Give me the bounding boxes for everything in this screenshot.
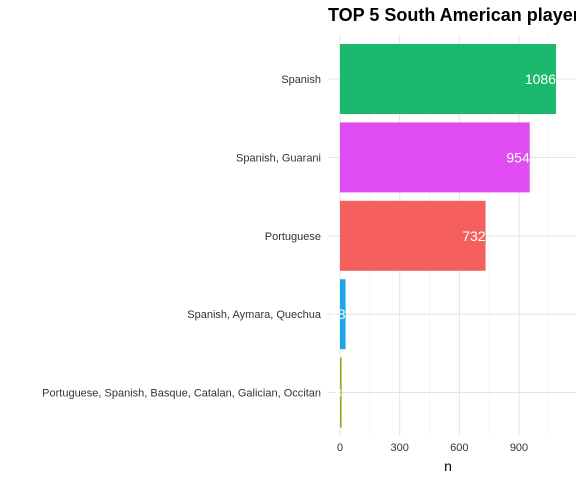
category-label: Portuguese, Spanish, Basque, Catalan, Ga… — [42, 388, 321, 400]
bars — [340, 44, 556, 428]
value-labels: 1086 954 732 28 8 — [330, 71, 556, 401]
x-tick-label: 600 — [450, 442, 468, 454]
data-label: 1086 — [525, 71, 556, 87]
bar — [340, 279, 346, 350]
data-label: 732 — [462, 228, 486, 244]
bar — [340, 122, 530, 193]
x-tick-label: 900 — [510, 442, 528, 454]
category-label: Spanish, Guarani — [236, 152, 321, 164]
bar — [340, 44, 556, 114]
x-axis-title: n — [444, 458, 452, 474]
category-label: Spanish, Aymara, Quechua — [187, 309, 322, 321]
chart-title: TOP 5 South American players — [328, 5, 576, 25]
x-tick-label: 300 — [390, 442, 408, 454]
bar — [340, 200, 486, 271]
x-tick-labels: 0 300 600 900 — [337, 442, 528, 454]
category-label: Spanish — [281, 74, 321, 86]
data-label: 28 — [330, 306, 346, 322]
category-label: Portuguese — [265, 231, 321, 243]
bar — [340, 357, 342, 428]
x-tick-label: 0 — [337, 442, 343, 454]
data-label: 954 — [506, 149, 530, 165]
data-label: 8 — [334, 385, 342, 401]
category-labels: Spanish Spanish, Guarani Portuguese Spanish… — [42, 74, 322, 400]
